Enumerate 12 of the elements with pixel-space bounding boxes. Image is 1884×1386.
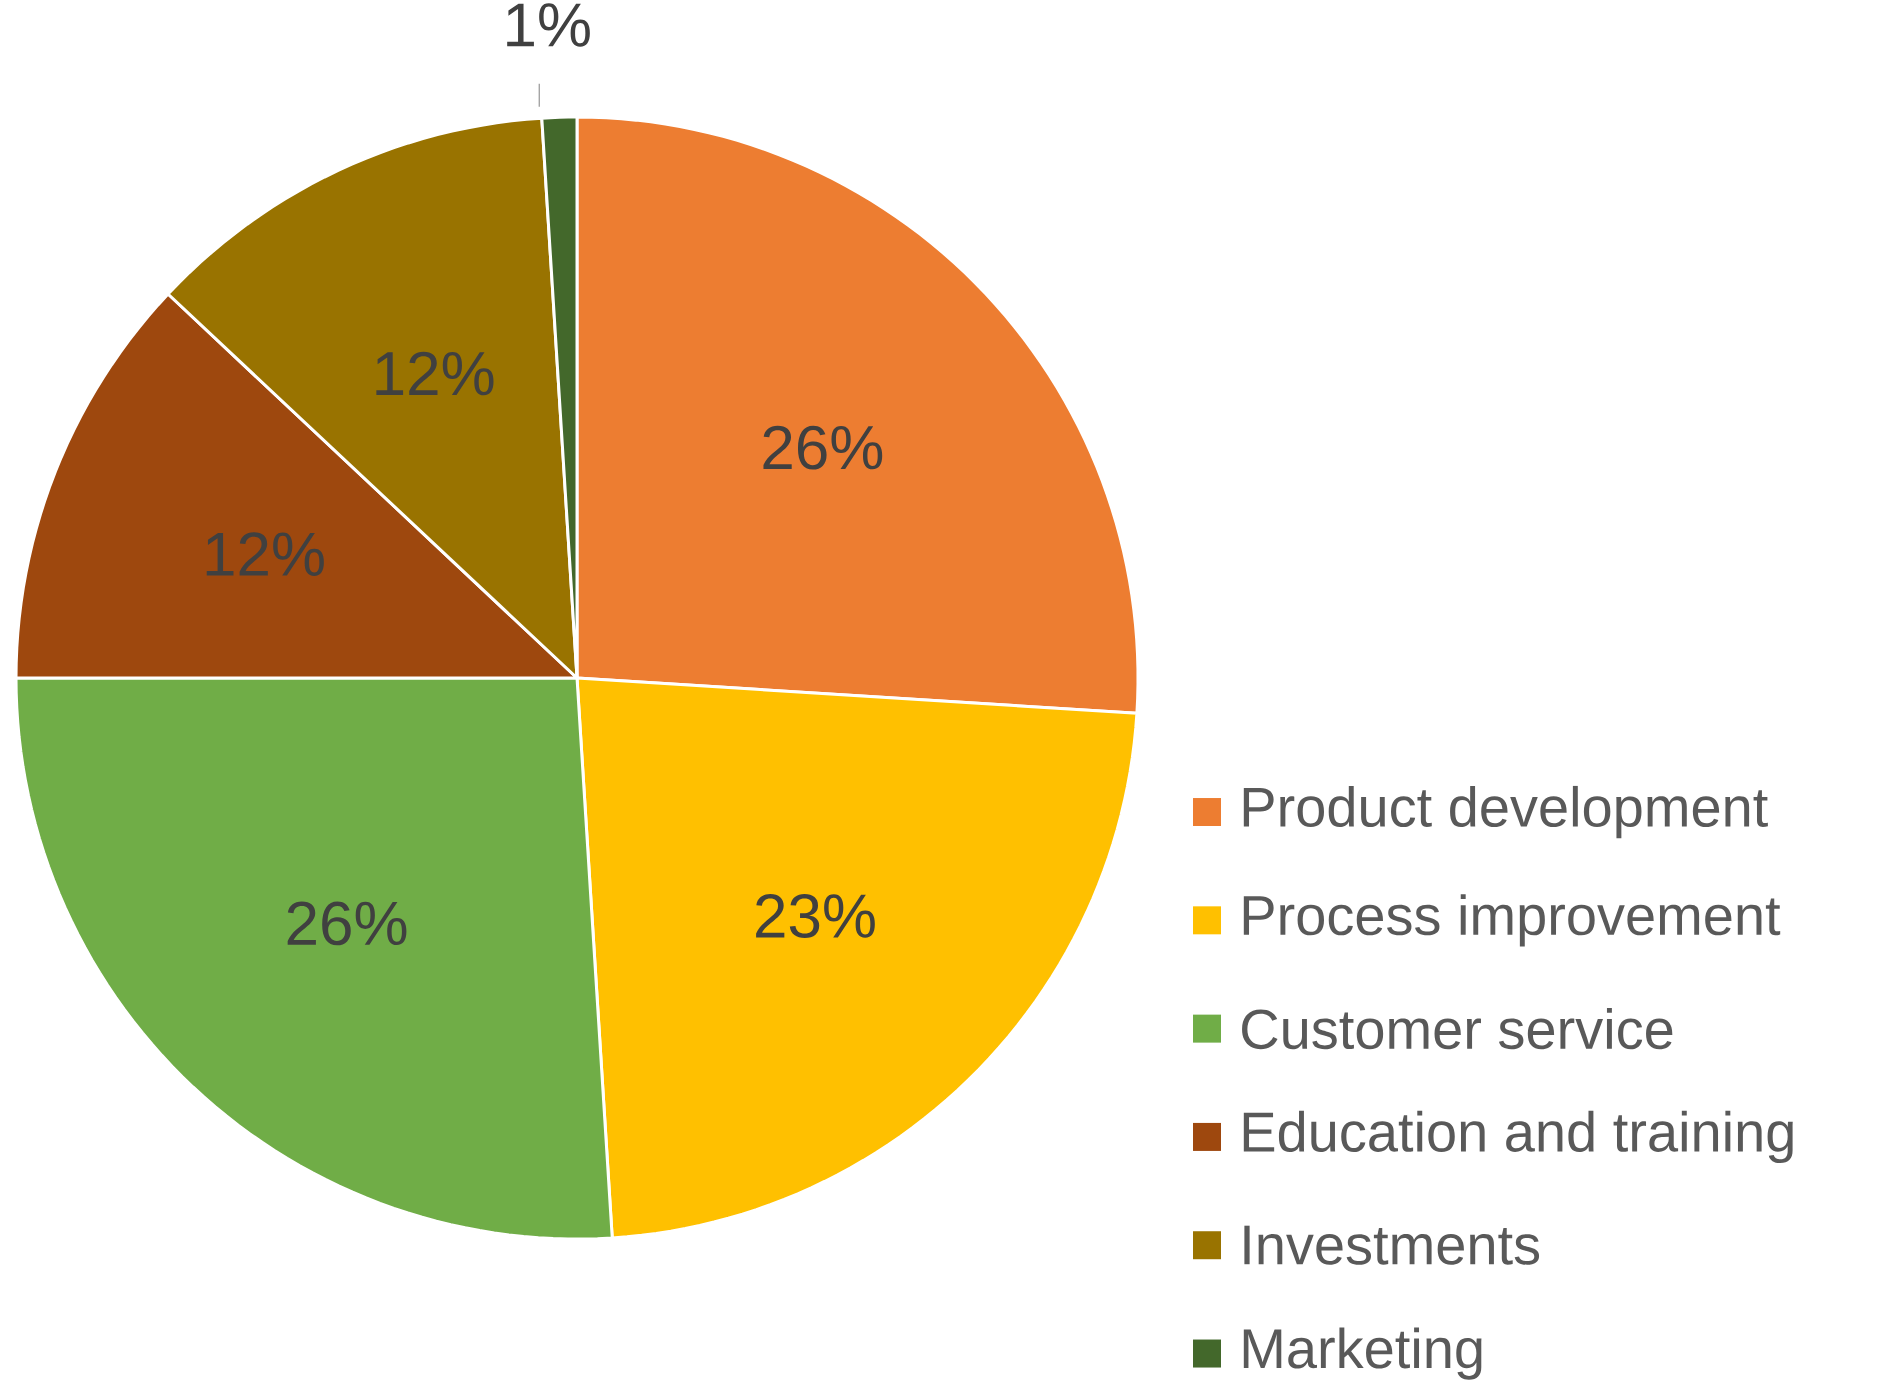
legend-label: Customer service bbox=[1242, 1008, 1673, 1050]
legend-label: Product development bbox=[1243, 785, 1768, 839]
data-label: 23% bbox=[756, 894, 875, 938]
data-label: 26% bbox=[763, 425, 883, 470]
legend-label: Investments bbox=[1244, 1225, 1540, 1265]
data-label: 1% bbox=[507, 3, 590, 47]
legend-label: Process improvement bbox=[1243, 894, 1781, 947]
legend-label: Marketing bbox=[1243, 1327, 1482, 1380]
data-label: 12% bbox=[376, 351, 494, 396]
data-label: 26% bbox=[287, 901, 407, 946]
data-label: 12% bbox=[206, 532, 324, 576]
legend-label: Education and training bbox=[1243, 1110, 1793, 1164]
